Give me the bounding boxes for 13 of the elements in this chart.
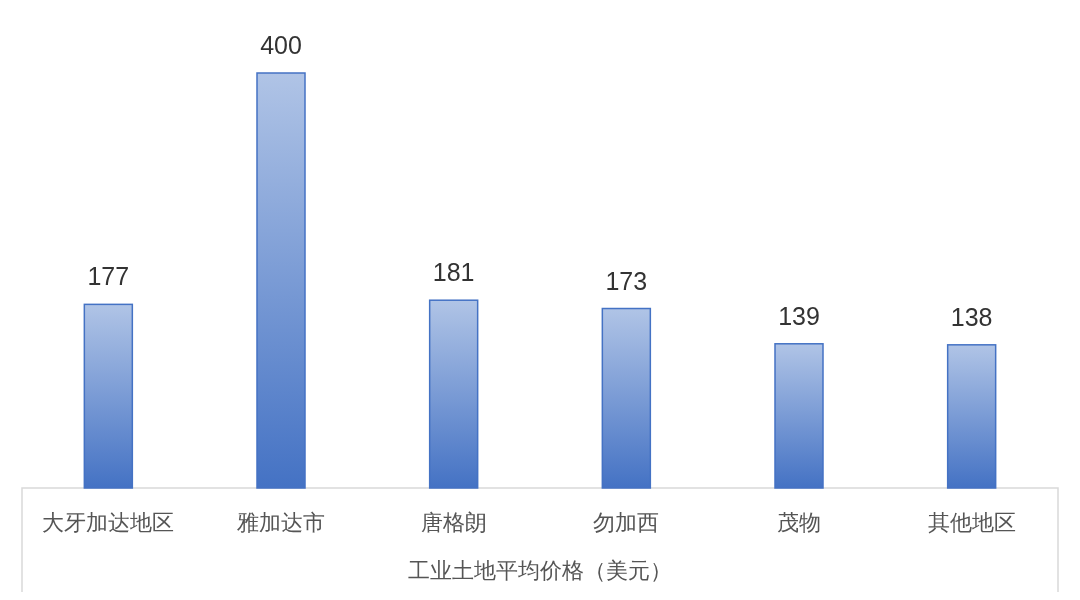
- x-tick-label: 勿加西: [593, 510, 660, 535]
- data-label: 400: [260, 31, 302, 59]
- data-label: 173: [605, 266, 648, 295]
- data-label: 139: [778, 301, 820, 330]
- data-label: 177: [87, 262, 130, 291]
- x-tick-label: 雅加达市: [237, 510, 325, 535]
- data-label: 138: [950, 302, 993, 331]
- x-axis-title: 工业土地平均价格（美元）: [408, 558, 672, 583]
- x-tick-label: 茂物: [777, 510, 821, 535]
- x-tick-label: 其他地区: [927, 510, 1016, 535]
- data-label: 181: [432, 258, 475, 287]
- x-tick-label: 大牙加达地区: [42, 510, 175, 535]
- x-tick-label: 唐格朗: [420, 510, 487, 535]
